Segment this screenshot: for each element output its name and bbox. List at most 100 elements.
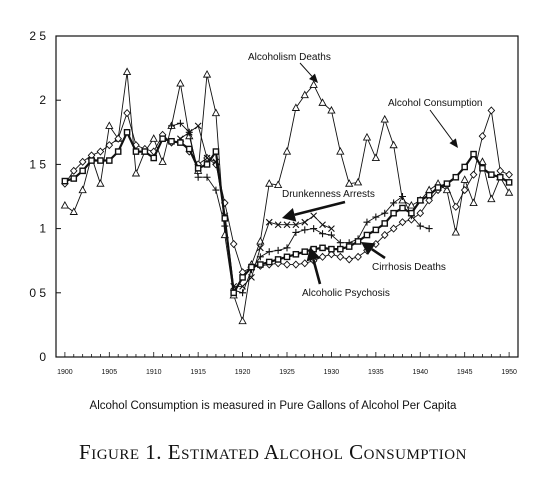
data-point: [88, 157, 95, 164]
data-point: [327, 231, 335, 239]
data-point: [318, 252, 327, 261]
data-point: [239, 282, 246, 290]
data-point: [283, 260, 291, 269]
data-point: [328, 225, 335, 232]
data-point: [158, 157, 167, 165]
data-point: [257, 261, 264, 268]
data-point: [469, 198, 478, 206]
x-tick-label: 1940: [412, 369, 428, 376]
data-point: [389, 224, 398, 233]
data-point: [372, 239, 380, 249]
data-point: [105, 121, 114, 129]
data-point: [185, 128, 193, 136]
data-point: [256, 244, 264, 252]
data-point: [469, 170, 478, 179]
data-point: [194, 164, 202, 172]
series-layer: [60, 67, 514, 325]
figure-title: Figure 1. Estimated Alcohol Consumption: [79, 440, 467, 464]
data-point: [97, 157, 104, 164]
data-point: [478, 157, 487, 165]
data-point: [301, 218, 309, 226]
data-point: [176, 78, 185, 87]
data-point: [239, 289, 247, 297]
data-point: [319, 230, 327, 238]
data-point: [479, 164, 486, 172]
data-point: [461, 163, 468, 171]
x-tick-label: 1935: [368, 369, 384, 376]
data-point: [328, 245, 335, 253]
data-point: [230, 289, 237, 297]
axis-caption: Alcohol Consumption is measured in Pure …: [89, 400, 457, 412]
data-point: [292, 221, 300, 229]
data-point: [150, 154, 158, 162]
data-point: [372, 213, 380, 221]
data-point: [114, 148, 122, 155]
data-point: [292, 228, 300, 236]
y-tick-label: 1: [39, 222, 46, 236]
data-point: [265, 218, 273, 226]
annotation-layer: Alcoholism Deaths Alcohol Consumption Drun…: [248, 52, 483, 299]
data-point: [274, 221, 282, 229]
data-point: [505, 179, 513, 186]
data-point: [292, 260, 300, 269]
data-point: [79, 167, 86, 175]
annotation-arrow-shaft: [299, 62, 313, 77]
data-point: [434, 184, 442, 191]
data-point: [274, 246, 282, 254]
data-point: [443, 180, 451, 187]
data-point: [353, 177, 363, 186]
data-point: [380, 230, 389, 240]
data-point: [301, 248, 309, 256]
data-point: [399, 193, 406, 200]
data-point: [336, 147, 345, 155]
x-tick-label: 1930: [324, 369, 340, 376]
data-point: [248, 263, 255, 271]
data-point: [177, 139, 184, 146]
data-point: [363, 231, 371, 239]
data-point: [283, 244, 291, 252]
x-tick-label: 1910: [146, 369, 162, 376]
data-point: [159, 135, 166, 143]
data-point: [416, 222, 424, 230]
data-point: [496, 166, 505, 175]
data-point: [78, 157, 87, 166]
data-point: [310, 225, 318, 233]
data-point: [416, 197, 424, 204]
x-tick-label: 1925: [279, 369, 295, 376]
data-point: [61, 177, 69, 185]
data-point: [131, 168, 141, 177]
data-point: [96, 179, 105, 187]
data-point: [345, 255, 354, 264]
data-point: [478, 132, 487, 141]
annotation-arrow-shaft: [312, 259, 322, 285]
data-point: [354, 252, 362, 261]
data-point: [60, 200, 70, 209]
data-point: [283, 253, 291, 261]
annotation-arrow-head: [309, 73, 318, 83]
data-point: [337, 245, 344, 253]
data-point: [248, 274, 255, 281]
data-point: [310, 212, 318, 220]
data-point: [487, 194, 496, 203]
data-point: [176, 119, 184, 127]
data-point: [407, 200, 416, 209]
x-tick-label: 1915: [190, 369, 206, 376]
data-point: [168, 122, 175, 130]
annotation-arrow-shaft: [294, 200, 346, 217]
data-point: [105, 141, 114, 150]
chart: 0 0 5 1 1 5 2 2 5 1900 1905 1910 1915 1920 1925 1930…: [29, 29, 519, 376]
data-point: [96, 147, 105, 156]
data-point: [345, 243, 353, 250]
annotation-arrow-head: [361, 242, 376, 256]
data-point: [504, 188, 514, 196]
data-point: [398, 218, 407, 227]
y-tick-label: 2: [39, 93, 46, 107]
data-point: [301, 226, 309, 234]
data-point: [505, 170, 513, 179]
data-point: [122, 67, 132, 76]
data-point: [336, 252, 345, 261]
annotation-cirrhosis-deaths: Cirrhosis Deaths: [372, 262, 446, 273]
annotation-arrow-head: [449, 138, 458, 148]
data-point: [390, 199, 398, 207]
data-point: [336, 239, 344, 247]
